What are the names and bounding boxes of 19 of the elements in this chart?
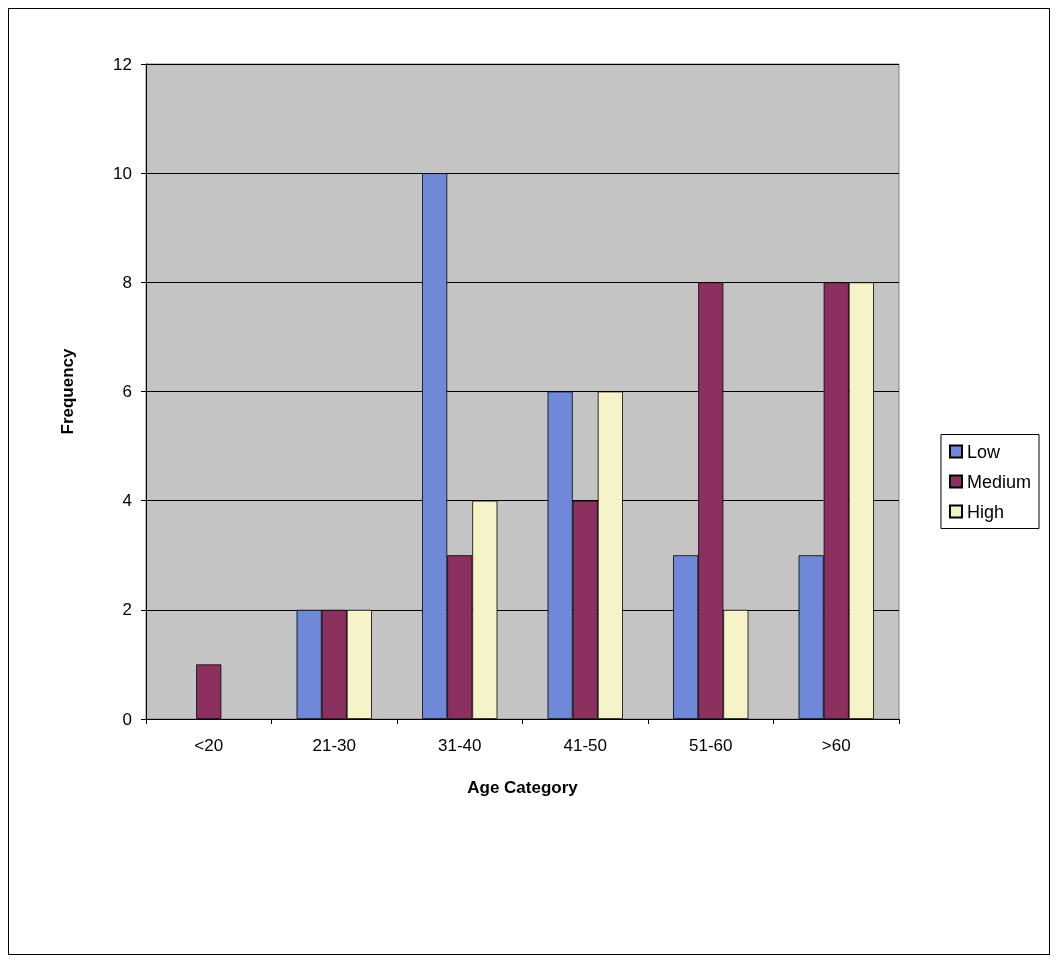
x-tick-label: <20 <box>194 736 224 755</box>
y-tick-label: 10 <box>113 163 132 183</box>
y-tick-label: 4 <box>122 491 132 511</box>
x-tick-label: 31-40 <box>438 736 482 755</box>
y-tick-label: 0 <box>122 709 132 729</box>
x-tick-label: >60 <box>821 736 851 755</box>
x-tick-label: 21-30 <box>312 736 356 755</box>
y-tick-label: 8 <box>122 272 132 292</box>
y-axis-title: Frequency <box>58 347 77 435</box>
x-tick-label: 41-50 <box>563 736 607 755</box>
x-tick-label: 51-60 <box>689 736 733 755</box>
y-tick-label: 12 <box>113 54 132 74</box>
bar <box>196 664 222 719</box>
legend-label: Medium <box>966 471 1032 492</box>
x-axis-title: Age Category <box>467 778 579 797</box>
legend-label: High <box>966 501 1005 522</box>
y-tick-label: 2 <box>122 600 132 620</box>
y-tick-label: 6 <box>122 382 132 401</box>
legend-label: Low <box>966 441 1001 462</box>
